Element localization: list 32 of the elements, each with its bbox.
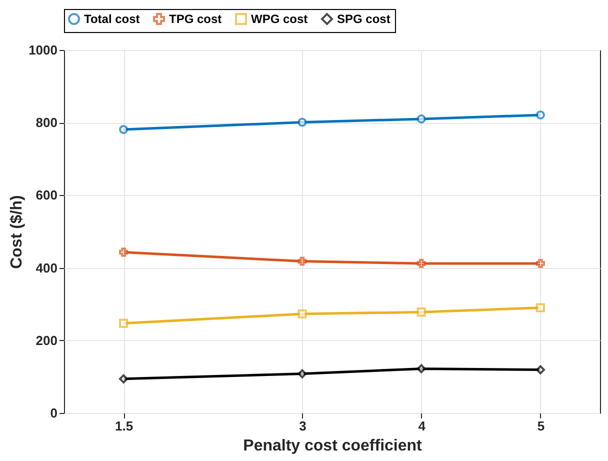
point bbox=[536, 258, 545, 268]
point bbox=[416, 258, 426, 268]
legend-label: SPG cost bbox=[337, 12, 390, 26]
point bbox=[119, 124, 128, 134]
legend-label: WPG cost bbox=[251, 12, 308, 26]
x-axis-title: Penalty cost coefficient bbox=[243, 438, 423, 454]
y-tick-label: 800 bbox=[36, 115, 58, 130]
point bbox=[416, 308, 426, 317]
x-tick-label: 4 bbox=[418, 418, 426, 434]
legend-label: Total cost bbox=[84, 12, 140, 26]
point bbox=[119, 248, 128, 257]
point bbox=[298, 118, 307, 127]
point bbox=[536, 110, 545, 120]
y-tick-label: 200 bbox=[36, 332, 58, 348]
point bbox=[536, 365, 545, 374]
legend-label: TPG cost bbox=[169, 12, 222, 26]
point bbox=[119, 318, 128, 328]
y-tick-label: 0 bbox=[50, 406, 58, 420]
x-tick-label: 1.5 bbox=[115, 418, 134, 434]
point bbox=[298, 309, 307, 318]
point bbox=[119, 374, 128, 384]
y-tick-label: 400 bbox=[36, 260, 58, 276]
x-tick-label: 5 bbox=[537, 418, 545, 434]
point bbox=[416, 364, 426, 374]
point bbox=[298, 256, 307, 266]
y-axis-title: Cost ($/h) bbox=[8, 195, 26, 269]
y-tick-label: 600 bbox=[36, 188, 58, 203]
point bbox=[536, 303, 545, 312]
y-tick-label: 1000 bbox=[28, 42, 58, 58]
point bbox=[298, 369, 307, 378]
x-tick-label: 3 bbox=[299, 418, 306, 434]
point bbox=[416, 114, 426, 124]
